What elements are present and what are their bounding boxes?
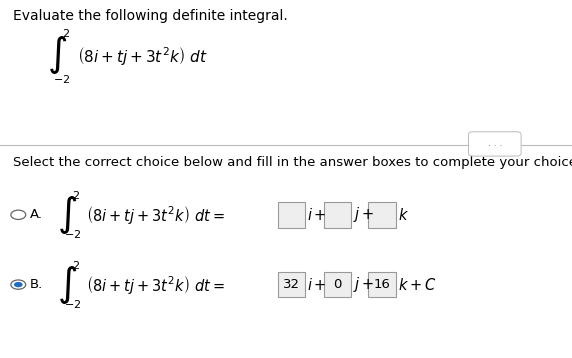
- FancyBboxPatch shape: [324, 202, 351, 228]
- Circle shape: [14, 282, 23, 287]
- Text: $j+$: $j+$: [353, 275, 374, 294]
- Text: $\left(8i+tj+3t^{2}k\right)\ dt=$: $\left(8i+tj+3t^{2}k\right)\ dt=$: [86, 274, 224, 296]
- Text: $-2$: $-2$: [64, 228, 81, 241]
- Text: B.: B.: [30, 278, 43, 291]
- Text: $i+$: $i+$: [307, 207, 327, 223]
- Text: . . .: . . .: [487, 139, 502, 148]
- FancyBboxPatch shape: [278, 202, 305, 228]
- Text: $\left(8i+tj+3t^{2}k\right)\ dt=$: $\left(8i+tj+3t^{2}k\right)\ dt=$: [86, 204, 224, 226]
- Text: $2$: $2$: [62, 27, 70, 39]
- Text: $\int$: $\int$: [57, 263, 77, 306]
- Text: $i+$: $i+$: [307, 277, 327, 292]
- Text: $k$: $k$: [398, 207, 408, 223]
- Text: 32: 32: [283, 278, 300, 291]
- Text: $\int$: $\int$: [47, 34, 67, 77]
- Circle shape: [11, 280, 26, 289]
- Circle shape: [11, 210, 26, 219]
- FancyBboxPatch shape: [368, 202, 396, 228]
- Text: 0: 0: [333, 278, 341, 291]
- Text: $2$: $2$: [72, 259, 80, 271]
- Text: $-2$: $-2$: [53, 73, 70, 86]
- FancyBboxPatch shape: [468, 132, 521, 156]
- Text: $\int$: $\int$: [57, 194, 77, 236]
- Text: Evaluate the following definite integral.: Evaluate the following definite integral…: [13, 9, 287, 23]
- Text: 16: 16: [374, 278, 391, 291]
- Text: $-2$: $-2$: [64, 298, 81, 310]
- Text: A.: A.: [30, 208, 43, 221]
- FancyBboxPatch shape: [368, 272, 396, 297]
- Text: $\left(8i+tj+3t^{2}k\right)\ dt$: $\left(8i+tj+3t^{2}k\right)\ dt$: [77, 45, 208, 67]
- FancyBboxPatch shape: [278, 272, 305, 297]
- Text: $2$: $2$: [72, 189, 80, 201]
- Text: $k+C$: $k+C$: [398, 277, 436, 292]
- Text: $j+$: $j+$: [353, 205, 374, 224]
- Text: Select the correct choice below and fill in the answer boxes to complete your ch: Select the correct choice below and fill…: [13, 156, 572, 169]
- FancyBboxPatch shape: [324, 272, 351, 297]
